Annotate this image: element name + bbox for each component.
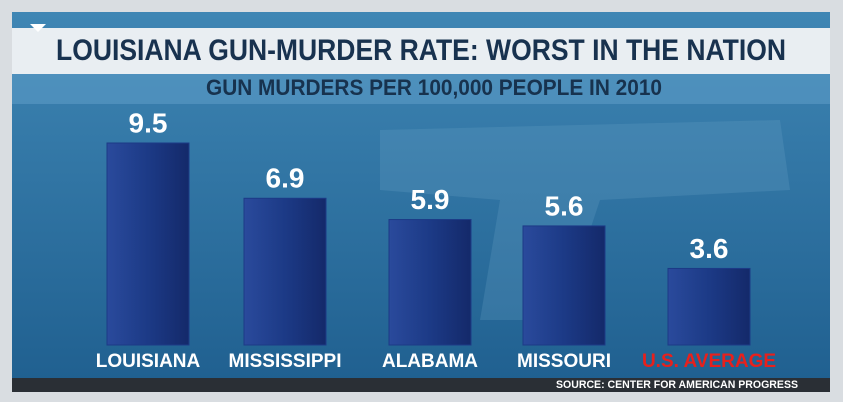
value-label: 6.9 (266, 163, 305, 194)
corner-arrow (30, 24, 46, 32)
bar (667, 267, 751, 346)
x-tick-label: MISSISSIPPI (229, 351, 342, 372)
title-banner (12, 28, 830, 74)
value-label: 9.5 (129, 107, 168, 138)
x-tick-label: LOUISIANA (96, 351, 201, 372)
bar (106, 142, 190, 346)
x-tick-label: U.S. AVERAGE (642, 351, 776, 372)
value-label: 3.6 (690, 233, 729, 264)
bar (388, 219, 472, 346)
x-tick-label: ALABAMA (382, 351, 478, 372)
source-strip (12, 378, 830, 392)
source: SOURCE: CENTER FOR AMERICAN PROGRESS (556, 379, 798, 391)
pistol-silhouette (380, 120, 790, 320)
value-label: 5.6 (545, 190, 584, 221)
chart-title: LOUISIANA GUN-MURDER RATE: WORST IN THE … (56, 34, 786, 67)
bar (522, 225, 606, 346)
x-tick-label: MISSOURI (517, 351, 611, 372)
value-label: 5.9 (411, 184, 450, 215)
bar (243, 197, 327, 346)
chart-subtitle: GUN MURDERS PER 100,000 PEOPLE IN 2010 (206, 75, 662, 100)
subtitle-band (12, 74, 830, 104)
